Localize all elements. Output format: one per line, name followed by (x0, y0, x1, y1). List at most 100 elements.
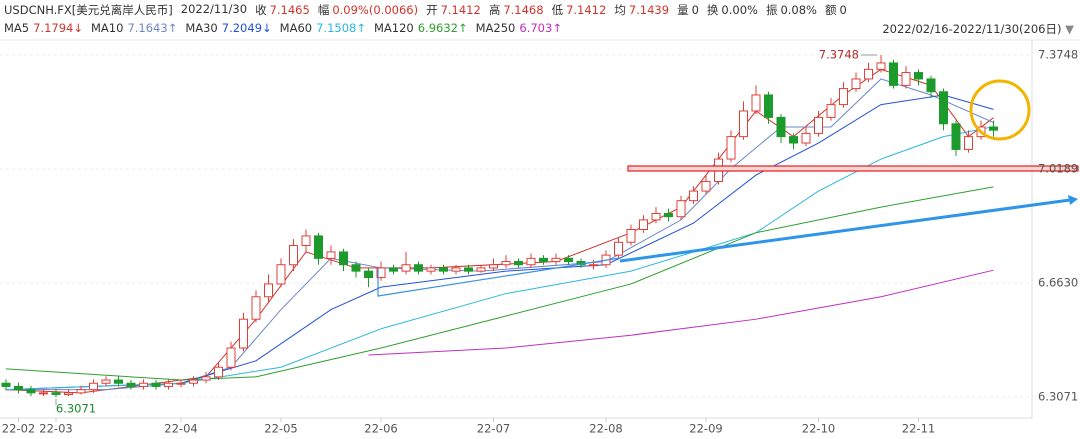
ma-name: MA60 (279, 21, 313, 35)
candle-body (651, 212, 661, 221)
candle-body (339, 251, 348, 266)
ma-legend: MA30 7.2049↓ (185, 21, 271, 35)
candle-body (364, 270, 373, 279)
x-tick-label: 22-03 (39, 422, 72, 436)
candle-body (426, 267, 436, 272)
ma-line (6, 78, 994, 391)
candle-body (564, 257, 573, 263)
x-tick-label: 22-10 (802, 422, 835, 436)
ma-value: 7.1794 (33, 21, 74, 35)
ma-trend: ↑ (457, 21, 468, 35)
candle-body (326, 251, 336, 259)
candle-body (39, 392, 48, 395)
candle-body (539, 257, 548, 263)
candle-body (914, 72, 923, 80)
quote-field: 开 7.1412 (426, 2, 481, 18)
candle-body (451, 267, 461, 272)
candle-body (414, 264, 423, 272)
trend-line (377, 257, 621, 297)
ma-name: MA120 (373, 21, 414, 35)
ma-legend: MA120 6.9632↑ (374, 21, 468, 35)
candle-body (401, 264, 411, 272)
ma-row: MA5 7.1794↓ MA10 7.1643↑ MA30 7.2049↓ MA60 7.15… (4, 21, 562, 35)
candle-body (251, 296, 261, 320)
candle-body (476, 267, 486, 272)
date-range[interactable]: 2022/02/16-2022/11/30(206日) ▼ (882, 22, 1074, 36)
candle-body (789, 136, 798, 144)
candle-body (776, 116, 786, 138)
candle-body (964, 136, 973, 150)
candle-body (826, 104, 836, 118)
ma-trend: ↑ (552, 21, 562, 35)
range-text: 2022/02/16-2022/11/30(206日) (882, 22, 1062, 36)
candle-body (689, 190, 698, 202)
field-label: 开 (426, 3, 438, 17)
field-label: 振 (765, 3, 778, 17)
min-label: 6.3071 (56, 401, 96, 415)
candle-body (351, 264, 361, 272)
quote-field: 高 7.1468 (489, 2, 544, 18)
quote-field: 低 7.1412 (552, 2, 607, 18)
candle-body (589, 264, 598, 267)
ma-trend: ↑ (167, 21, 178, 35)
field-value: 0.00% (721, 3, 758, 17)
candle-body (876, 62, 886, 70)
ma-name: MA30 (185, 21, 218, 35)
candles (1, 54, 998, 397)
candle-body (301, 235, 311, 247)
candle-body (439, 267, 448, 272)
candle-body (164, 382, 173, 387)
candle-body (551, 257, 561, 263)
candle-body (501, 261, 511, 266)
candle-body (626, 228, 636, 243)
ma-name: MA250 (475, 21, 516, 35)
field-value: 7.1412 (440, 3, 481, 17)
field-value: 0.09%(0.0066) (332, 3, 419, 17)
ma-name: MA5 (4, 21, 30, 35)
ma-value: 7.1508 (316, 21, 357, 35)
candle-body (926, 78, 936, 93)
field-label: 换 (706, 3, 719, 17)
candle-body (114, 379, 123, 384)
quote-row: USDCNH.FX[美元兑离岸人民币] 2022/11/30 收 7.1465 幅 0… (4, 2, 847, 18)
ma-trend: ↓ (73, 21, 83, 35)
candle-body (464, 267, 473, 272)
candle-body (989, 126, 998, 131)
quote-field: 幅 0.09%(0.0066) (318, 2, 418, 18)
candle-body (189, 379, 198, 384)
candle-body (939, 91, 948, 125)
candle-body (614, 241, 623, 256)
x-tick-label: 22-07 (477, 422, 510, 436)
x-tick-label: 22-05 (264, 422, 297, 436)
candle-body (751, 94, 761, 112)
candle-body (151, 382, 161, 387)
candle-body (901, 72, 911, 86)
candle-body (264, 283, 273, 298)
candle-body (839, 88, 848, 106)
candle-body (51, 392, 61, 395)
field-label: 量 (677, 3, 689, 17)
candle-body (664, 212, 673, 218)
y-tick-label: 6.6630 (1038, 275, 1078, 289)
candle-body (76, 389, 86, 394)
field-value: 7.1439 (628, 3, 670, 17)
field-value: 7.1468 (503, 3, 544, 17)
x-tick-label: 22-04 (164, 422, 197, 436)
ma-value: 6.703 (519, 21, 553, 35)
candle-body (101, 379, 111, 384)
candle-body (764, 94, 773, 118)
quote-field: 均 7.1439 (614, 2, 669, 18)
candle-body (889, 62, 898, 86)
ma-line (5, 94, 994, 391)
arrow-head (1068, 195, 1078, 205)
candle-body (1, 382, 11, 387)
candle-body (814, 116, 823, 134)
field-label: 高 (488, 3, 501, 17)
ma-name: MA10 (91, 21, 124, 35)
ma-line (368, 269, 994, 356)
candle-body (239, 318, 248, 349)
candle-body (864, 68, 873, 80)
